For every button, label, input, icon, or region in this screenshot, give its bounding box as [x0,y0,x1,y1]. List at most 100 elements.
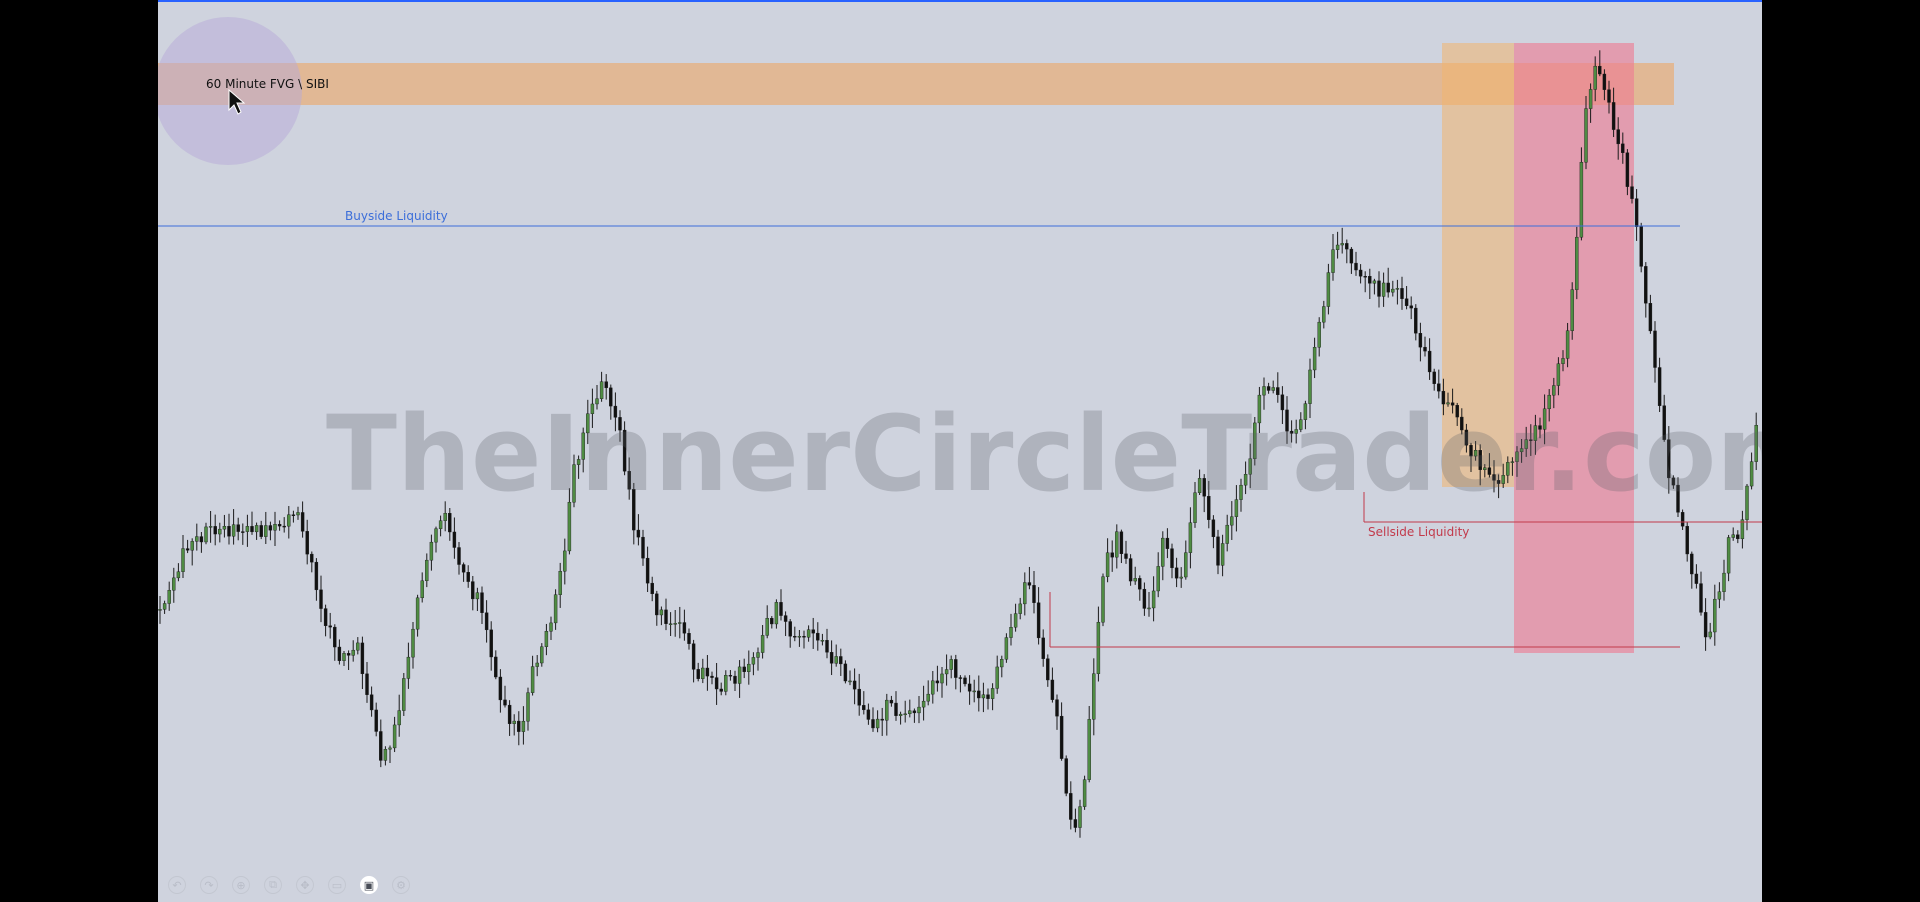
bull-candle [834,656,838,664]
bear-candle [1280,394,1285,411]
bull-candle [1225,524,1229,544]
bull-candle [590,403,595,414]
crop-icon[interactable]: ⧉ [264,876,282,894]
bear-candle [1653,330,1657,368]
bull-candle [972,690,976,693]
bear-candle [1699,583,1703,613]
bear-candle [1538,425,1542,430]
bull-candle [1317,321,1321,348]
bear-candle [1639,226,1643,267]
bear-candle [1119,531,1124,555]
bull-candle [475,592,480,600]
bull-candle [1713,598,1717,633]
zoom-icon[interactable]: ⊕ [232,876,250,894]
bull-candle [549,622,553,632]
bear-candle [1404,298,1409,306]
bear-candle [337,646,342,661]
bull-candle [402,678,406,711]
bear-candle [1032,585,1036,603]
bear-candle [379,731,383,761]
bear-candle [1064,758,1068,794]
bull-candle [1179,576,1183,579]
bear-candle [1414,307,1418,334]
discount-zone [1514,43,1634,653]
bear-candle [839,656,843,665]
bear-candle [227,526,231,537]
bear-candle [714,677,719,690]
bull-candle [737,666,742,684]
settings-icon[interactable]: ⚙ [392,876,410,894]
bull-candle [296,512,300,516]
bull-candle [1230,516,1234,526]
bull-candle [1000,659,1004,668]
price-chart[interactable]: TheInnerCircleTrader.com 60 Minute FVG \… [158,2,1762,902]
bull-candle [1565,330,1570,359]
bull-candle [1506,462,1510,476]
fvg-label: 60 Minute FVG \ SIBI [206,77,329,91]
bear-candle [770,618,774,625]
bull-candle [1510,461,1515,463]
bull-candle [917,706,921,714]
bear-candle [259,525,263,537]
bear-candle [1611,102,1616,130]
bear-candle [1128,558,1133,582]
bull-candle [1243,474,1248,486]
bull-candle [1519,448,1524,453]
bull-candle [383,749,388,761]
bull-candle [1248,458,1252,475]
bull-candle [190,541,194,551]
bull-candle [1395,288,1400,290]
bull-candle [747,663,751,672]
layout-icon[interactable]: ▭ [328,876,346,894]
camera-icon[interactable]: ▣ [360,876,378,894]
bull-candle [1013,613,1018,628]
bull-candle [885,699,889,721]
bear-candle [650,582,654,595]
bear-candle [963,677,967,685]
bull-candle [356,642,360,651]
bear-candle [268,525,273,531]
bear-candle [1450,402,1455,406]
undo-icon[interactable]: ↶ [168,876,186,894]
bull-candle [1556,363,1561,386]
bear-candle [788,621,792,637]
bear-candle [1487,467,1492,475]
bull-candle [701,667,705,679]
bear-candle [1496,480,1501,484]
bull-candle [388,747,392,750]
bear-candle [866,709,871,720]
bear-candle [1662,405,1666,440]
bull-candle [678,622,682,624]
bear-candle [1607,89,1611,103]
bear-candle [894,702,898,716]
bear-candle [954,659,958,678]
bear-candle [1266,386,1271,391]
bear-candle [655,593,659,616]
bull-candle [425,559,429,582]
bear-candle [641,536,645,559]
bear-candle [696,669,700,679]
bull-candle [438,520,443,529]
bull-candle [1740,519,1745,540]
bear-candle [1142,588,1147,609]
pan-icon[interactable]: ✥ [296,876,314,894]
bull-candle [774,602,779,625]
bear-candle [494,656,498,678]
bull-candle [1184,552,1188,578]
redo-icon[interactable]: ↷ [200,876,218,894]
chart-frame[interactable]: TheInnerCircleTrader.com 60 Minute FVG \… [158,0,1762,902]
bull-candle [1271,387,1275,391]
bull-candle [392,724,397,749]
bull-candle [1294,429,1298,434]
premium-zone [1442,43,1514,487]
bull-candle [1101,576,1105,623]
bull-candle [1193,492,1197,523]
bull-candle [342,653,346,661]
bull-candle [208,526,213,528]
bear-candle [1478,450,1482,470]
bear-candle [310,553,314,563]
bull-candle [420,580,424,599]
bear-candle [1202,478,1206,497]
bear-candle [843,663,848,682]
bear-candle [1363,276,1367,278]
